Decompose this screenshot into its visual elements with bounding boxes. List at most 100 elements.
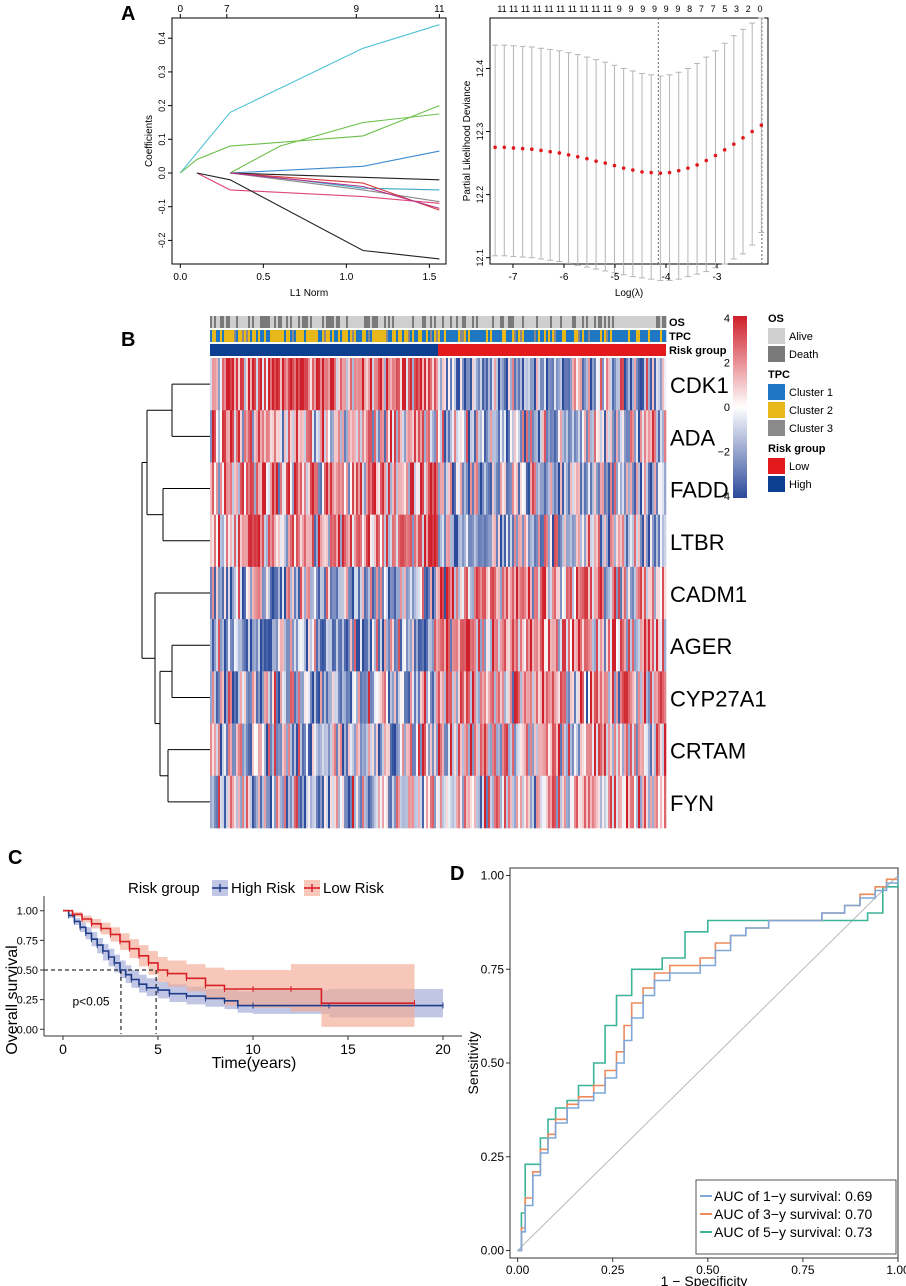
os-annotation-cell <box>414 316 417 328</box>
heatmap-cell <box>262 723 265 777</box>
heatmap-cell <box>660 723 663 777</box>
heatmap-cell <box>348 671 351 724</box>
heatmap-cell <box>570 566 573 620</box>
heatmap-cell <box>650 410 653 463</box>
heatmap-cell <box>400 775 403 829</box>
heatmap-cell <box>644 723 647 777</box>
heatmap-cell <box>616 775 619 829</box>
heatmap-cell <box>348 358 351 411</box>
heatmap-cell <box>630 514 633 568</box>
heatmap-cell <box>552 462 555 515</box>
heatmap-cell <box>276 514 279 568</box>
top-count-label: 11 <box>521 4 530 14</box>
heatmap-cell <box>466 514 469 568</box>
heatmap-cell <box>420 358 423 411</box>
tpc-annotation-cell <box>624 330 627 342</box>
heatmap-cell <box>246 462 249 515</box>
os-annotation-cell <box>418 316 421 328</box>
heatmap-cell <box>626 358 629 411</box>
heatmap-cell <box>392 462 395 515</box>
heatmap-cell <box>400 410 403 463</box>
heatmap-cell <box>638 514 641 568</box>
heatmap-cell <box>338 514 341 568</box>
tpc-annotation-cell <box>632 330 635 342</box>
heatmap-cell <box>488 723 491 777</box>
heatmap-cell <box>592 619 595 672</box>
heatmap-cell <box>644 514 647 568</box>
heatmap-cell <box>546 671 549 724</box>
heatmap-cell <box>342 775 345 829</box>
heatmap-cell <box>624 462 627 515</box>
tpc-annotation-cell <box>270 330 273 342</box>
tpc-annotation-cell <box>612 330 615 342</box>
os-annotation-cell <box>268 316 271 328</box>
os-annotation-cell <box>384 316 387 328</box>
os-annotation-cell <box>580 316 583 328</box>
heatmap-cell <box>584 619 587 672</box>
os-annotation-cell <box>402 316 405 328</box>
heatmap-cell <box>238 671 241 724</box>
heatmap-cell <box>476 671 479 724</box>
heatmap-cell <box>464 619 467 672</box>
heatmap-cell <box>394 358 397 411</box>
heatmap-cell <box>528 671 531 724</box>
top-count-label: 9 <box>675 4 680 14</box>
heatmap-cell <box>220 566 223 620</box>
heatmap-cell <box>416 723 419 777</box>
x-axis-title: Log(λ) <box>615 288 643 299</box>
heatmap-cell <box>566 410 569 463</box>
heatmap-cell <box>520 775 523 829</box>
heatmap-cell <box>534 671 537 724</box>
heatmap-cell <box>360 566 363 620</box>
heatmap-cell <box>252 775 255 829</box>
deviance-point <box>548 149 552 154</box>
heatmap-cell <box>558 671 561 724</box>
os-annotation-cell <box>378 316 381 328</box>
heatmap-cell <box>428 671 431 724</box>
heatmap-cell <box>366 514 369 568</box>
heatmap-cell <box>438 462 441 515</box>
heatmap-cell <box>392 358 395 411</box>
heatmap-cell <box>628 671 631 724</box>
tpc-annotation-cell <box>554 330 557 342</box>
os-annotation-cell <box>486 316 489 328</box>
heatmap-cell <box>288 723 291 777</box>
heatmap-cell <box>480 566 483 620</box>
heatmap-cell <box>420 619 423 672</box>
heatmap-cell <box>594 619 597 672</box>
os-annotation-cell <box>634 316 637 328</box>
heatmap-cell <box>570 723 573 777</box>
x-tick-label: -4 <box>662 272 671 283</box>
os-annotation-cell <box>234 316 237 328</box>
heatmap-cell <box>342 566 345 620</box>
heatmap-cell <box>508 723 511 777</box>
heatmap-cell <box>572 514 575 568</box>
tpc-annotation-cell <box>512 330 515 342</box>
heatmap-cell <box>290 462 293 515</box>
deviance-point <box>631 168 635 172</box>
heatmap-cell <box>350 358 353 411</box>
heatmap-cell <box>328 514 331 568</box>
heatmap-cell <box>618 462 621 515</box>
tpc-annotation-cell <box>456 330 459 342</box>
tpc-annotation-cell <box>280 330 283 342</box>
heatmap-cell <box>236 358 239 411</box>
heatmap-cell <box>436 514 439 568</box>
heatmap-cell <box>332 566 335 620</box>
heatmap-cell <box>370 775 373 829</box>
heatmap-cell <box>258 358 261 411</box>
heatmap-cell <box>310 671 313 724</box>
heatmap-cell <box>332 358 335 411</box>
heatmap-cell <box>504 619 507 672</box>
heatmap-cell <box>310 619 313 672</box>
heatmap-cell <box>468 514 471 568</box>
heatmap-cell <box>550 358 553 411</box>
heatmap-cell <box>374 566 377 620</box>
heatmap-cell <box>648 723 651 777</box>
heatmap-cell <box>396 619 399 672</box>
heatmap-cell <box>434 514 437 568</box>
heatmap-cell <box>252 566 255 620</box>
heatmap-cell <box>538 358 541 411</box>
tpc-annotation-cell <box>348 330 351 342</box>
heatmap-cell <box>370 619 373 672</box>
